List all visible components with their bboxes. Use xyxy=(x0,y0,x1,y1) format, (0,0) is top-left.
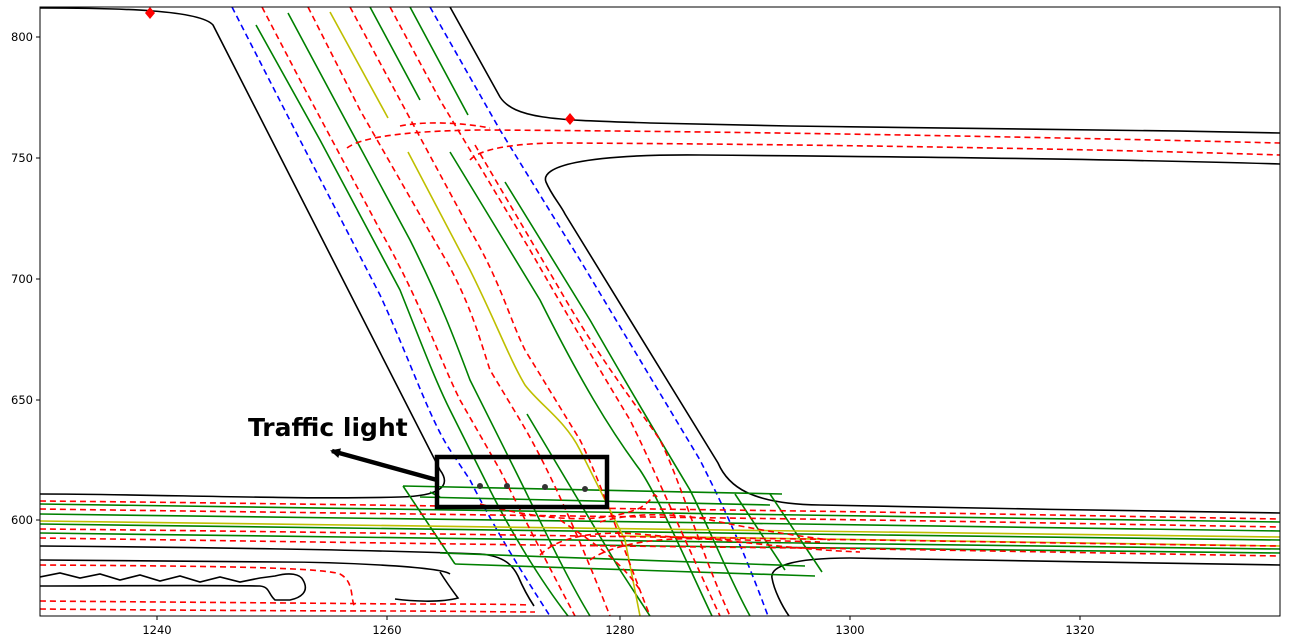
lane-centerline xyxy=(40,528,1280,547)
x-tick-label: 1300 xyxy=(835,623,864,636)
x-tick-label: 1240 xyxy=(142,623,171,636)
x-tick-label: 1320 xyxy=(1065,623,1094,636)
plot-area xyxy=(40,7,1280,616)
y-tick-label: 600 xyxy=(11,513,33,527)
road-boundaries xyxy=(40,7,1280,616)
lane-centerline xyxy=(40,500,1280,520)
crosswalk xyxy=(402,485,783,565)
stop-markers xyxy=(145,7,575,125)
lane-centerline xyxy=(40,600,531,606)
lane-boundaries xyxy=(40,7,1280,616)
lane-centerline xyxy=(389,7,721,616)
y-tick-label: 650 xyxy=(11,393,33,407)
lane-boundary xyxy=(369,7,421,101)
traffic-light-point xyxy=(582,486,588,492)
crosswalk xyxy=(439,493,823,577)
lane-centerline xyxy=(307,7,611,616)
lane-divider xyxy=(231,7,551,616)
road-boundary xyxy=(394,571,460,602)
traffic-light-point xyxy=(477,483,483,489)
y-tick-label: 700 xyxy=(11,272,33,286)
road-boundary xyxy=(449,7,1280,134)
traffic-light-highlight-box xyxy=(434,454,610,510)
lane-centerline xyxy=(40,564,356,608)
lane-centerline xyxy=(559,519,641,591)
x-tick-label: 1280 xyxy=(605,623,634,636)
y-tick-label: 750 xyxy=(11,151,33,165)
lane-boundary xyxy=(526,413,651,616)
lane-centerline xyxy=(474,144,731,616)
lane-boundary xyxy=(409,7,469,116)
lane-boundary xyxy=(589,544,1280,554)
x-tick-label: 1260 xyxy=(372,623,401,636)
stop-marker xyxy=(145,7,155,19)
lane-boundary xyxy=(287,12,591,616)
lane-centerline xyxy=(469,142,1280,161)
lane-centerline xyxy=(40,537,1280,557)
y-tick-label: 800 xyxy=(11,30,33,44)
lane-centerline xyxy=(479,493,661,520)
traffic-light-points xyxy=(477,483,588,492)
traffic-light-point xyxy=(542,484,548,490)
y-axis xyxy=(36,36,40,521)
lane-divider xyxy=(429,7,769,616)
road-boundary xyxy=(544,154,1280,514)
annotation-arrow xyxy=(330,448,438,483)
center-line xyxy=(407,151,641,616)
lane-centerline xyxy=(399,122,491,129)
center-line xyxy=(40,520,1280,538)
annotation-label: Traffic light xyxy=(248,413,408,442)
lane-centerline xyxy=(40,508,1280,528)
traffic-light-point xyxy=(504,483,510,489)
x-axis xyxy=(156,616,1081,620)
road-boundary xyxy=(771,557,1280,616)
lane-boundary xyxy=(40,503,1280,523)
center-lines xyxy=(40,11,1280,616)
lane-centerline xyxy=(589,537,861,561)
lane-centerline xyxy=(599,513,831,541)
stop-marker xyxy=(565,113,575,125)
lane-boundary xyxy=(40,523,1280,541)
axes-frame xyxy=(39,6,1281,617)
center-line xyxy=(329,11,389,119)
lane-centerline xyxy=(40,608,536,613)
lane-boundary xyxy=(255,24,569,616)
lane-centerline xyxy=(539,532,821,556)
road-boundary xyxy=(40,7,446,499)
road-boundary xyxy=(40,559,451,575)
lane-centerlines xyxy=(40,7,1280,616)
road-boundary xyxy=(40,545,535,607)
lane-boundary xyxy=(40,513,1280,532)
lane-centerline xyxy=(346,129,1280,149)
road-boundary xyxy=(40,572,307,601)
lane-centerline xyxy=(261,7,576,616)
